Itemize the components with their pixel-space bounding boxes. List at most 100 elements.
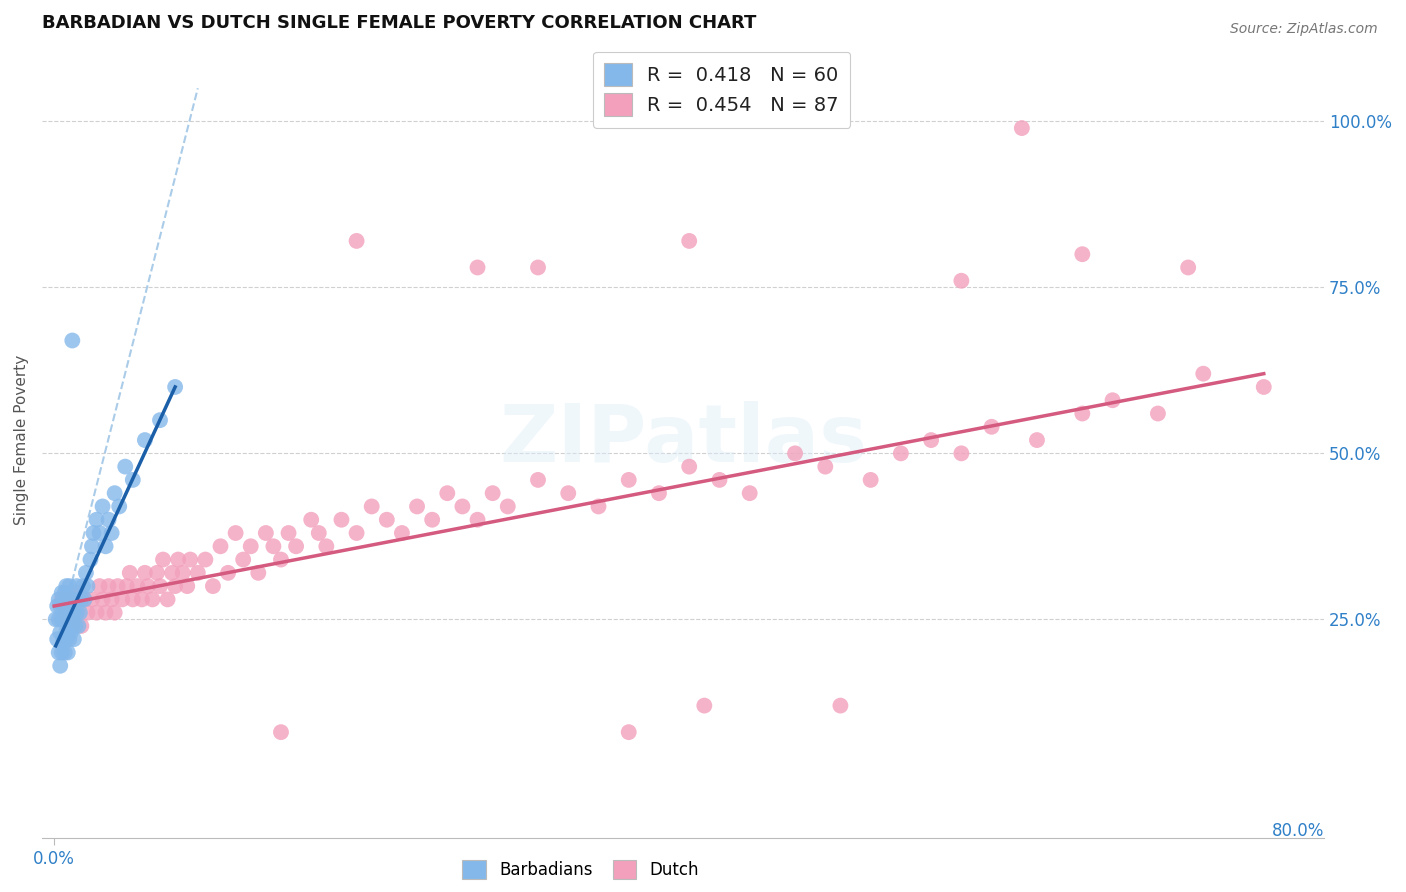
Point: [53, 612, 76, 626]
Point: [91, 500, 114, 514]
Point: [1026, 433, 1049, 447]
Point: [59, 599, 82, 613]
Point: [136, 579, 159, 593]
Point: [60, 334, 83, 348]
Point: [55, 606, 77, 620]
Point: [1177, 260, 1199, 275]
Point: [67, 592, 90, 607]
Point: [70, 592, 93, 607]
Text: ZIPatlas: ZIPatlas: [499, 401, 868, 479]
Point: [783, 446, 806, 460]
Point: [232, 552, 254, 566]
Point: [709, 473, 731, 487]
Point: [86, 513, 108, 527]
Point: [134, 566, 156, 580]
Point: [1253, 380, 1275, 394]
Point: [45, 612, 67, 626]
Point: [65, 619, 87, 633]
Point: [56, 619, 79, 633]
Point: [66, 579, 89, 593]
Point: [97, 579, 120, 593]
Point: [149, 579, 172, 593]
Point: [51, 586, 73, 600]
Point: [51, 592, 73, 607]
Point: [52, 599, 75, 613]
Point: [127, 579, 149, 593]
Point: [89, 526, 111, 541]
Point: [270, 725, 292, 739]
Point: [58, 579, 80, 593]
Point: [165, 380, 187, 394]
Point: [239, 539, 262, 553]
Point: [950, 274, 973, 288]
Point: [59, 625, 82, 640]
Point: [65, 606, 87, 620]
Point: [617, 473, 640, 487]
Point: [346, 526, 368, 541]
Point: [60, 592, 83, 607]
Point: [72, 579, 94, 593]
Point: [277, 526, 299, 541]
Point: [217, 566, 239, 580]
Point: [1071, 407, 1094, 421]
Point: [481, 486, 503, 500]
Point: [94, 539, 117, 553]
Point: [49, 599, 72, 613]
Point: [167, 552, 190, 566]
Point: [330, 513, 353, 527]
Point: [678, 234, 700, 248]
Point: [63, 632, 86, 647]
Point: [814, 459, 837, 474]
Point: [738, 486, 761, 500]
Point: [187, 566, 209, 580]
Point: [225, 526, 247, 541]
Point: [254, 526, 277, 541]
Point: [65, 592, 87, 607]
Point: [55, 606, 77, 620]
Point: [100, 526, 122, 541]
Point: [56, 592, 79, 607]
Point: [104, 606, 127, 620]
Point: [108, 500, 131, 514]
Point: [80, 592, 103, 607]
Point: [375, 513, 398, 527]
Point: [247, 566, 270, 580]
Point: [104, 486, 127, 500]
Point: [141, 592, 163, 607]
Point: [115, 579, 138, 593]
Point: [76, 606, 98, 620]
Point: [527, 473, 550, 487]
Point: [1011, 121, 1033, 136]
Point: [467, 260, 489, 275]
Point: [97, 513, 120, 527]
Point: [89, 579, 111, 593]
Point: [149, 413, 172, 427]
Point: [299, 513, 322, 527]
Point: [56, 645, 79, 659]
Point: [134, 433, 156, 447]
Point: [648, 486, 671, 500]
Text: Source: ZipAtlas.com: Source: ZipAtlas.com: [1230, 22, 1378, 37]
Point: [156, 592, 179, 607]
Point: [51, 645, 73, 659]
Point: [172, 566, 194, 580]
Point: [52, 632, 75, 647]
Text: BARBADIAN VS DUTCH SINGLE FEMALE POVERTY CORRELATION CHART: BARBADIAN VS DUTCH SINGLE FEMALE POVERTY…: [42, 14, 756, 32]
Point: [82, 526, 104, 541]
Point: [53, 586, 76, 600]
Point: [121, 473, 143, 487]
Point: [79, 552, 101, 566]
Point: [67, 586, 90, 600]
Point: [1192, 367, 1215, 381]
Point: [146, 566, 169, 580]
Point: [1071, 247, 1094, 261]
Point: [60, 592, 83, 607]
Point: [118, 566, 141, 580]
Point: [121, 592, 143, 607]
Point: [48, 612, 70, 626]
Point: [179, 552, 201, 566]
Point: [48, 592, 70, 607]
Point: [160, 566, 183, 580]
Point: [1147, 407, 1170, 421]
Point: [859, 473, 882, 487]
